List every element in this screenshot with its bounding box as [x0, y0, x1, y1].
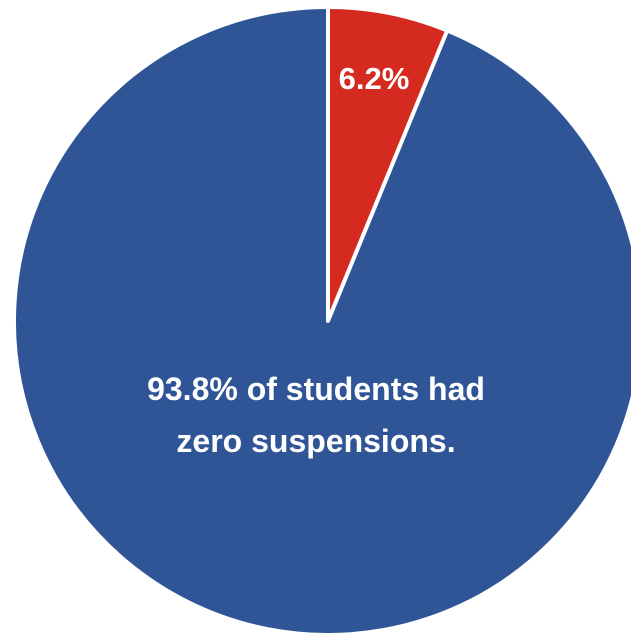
pie-slice-small [326, 5, 450, 323]
pie-slices [12, 5, 631, 633]
data-label-large-slice-line-1: 93.8% of students had [147, 371, 485, 407]
data-label-large-slice-line-2: zero suspensions. [176, 423, 455, 459]
pie-slice-large [12, 5, 631, 633]
data-label-small-slice: 6.2% [339, 61, 410, 96]
pie-data-labels: 6.2% 93.8% of students had zero suspensi… [147, 61, 485, 459]
